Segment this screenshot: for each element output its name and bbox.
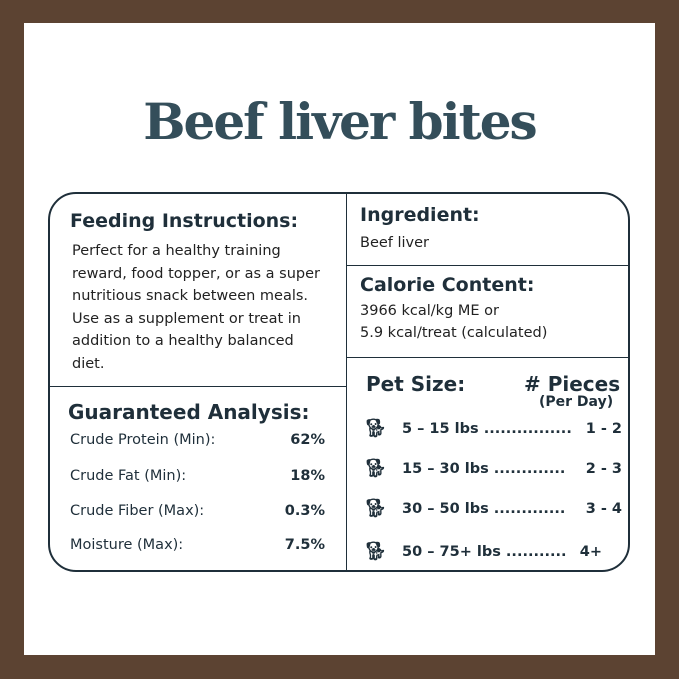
- analysis-label: Crude Fat (Min):: [70, 468, 187, 484]
- analysis-label: Moisture (Max):: [70, 537, 184, 553]
- divider: [50, 386, 346, 387]
- pet-size-row: 🐕︎ 5 – 15 lbs ................ 1 - 2: [364, 418, 622, 439]
- pieces-count: 4+: [579, 543, 602, 560]
- analysis-row: Crude Fiber (Max): 0.3%: [70, 503, 325, 519]
- analysis-value: 18%: [290, 468, 325, 484]
- pet-size-row: 🐕︎ 50 – 75+ lbs ........... 4+: [364, 541, 602, 562]
- analysis-label: Crude Fiber (Max):: [70, 503, 205, 519]
- ingredient-text: Beef liver: [360, 235, 430, 251]
- pet-size-range: 15 – 30 lbs .............: [402, 460, 566, 477]
- pieces-count: 1 - 2: [585, 420, 622, 437]
- pieces-subheading: (Per Day): [539, 394, 614, 410]
- analysis-row: Crude Protein (Min): 62%: [70, 432, 325, 448]
- calorie-line-2: 5.9 kcal/treat (calculated): [360, 325, 548, 341]
- info-panel: Feeding Instructions: Perfect for a heal…: [48, 192, 630, 572]
- analysis-value: 7.5%: [284, 537, 325, 553]
- feeding-text: Perfect for a healthy training reward, f…: [72, 243, 320, 372]
- analysis-row: Crude Fat (Min): 18%: [70, 468, 325, 484]
- pet-size-row: 🐕︎ 15 – 30 lbs ............. 2 - 3: [364, 458, 622, 479]
- sitting-dog-icon: 🐕︎: [364, 541, 387, 562]
- ingredient-heading: Ingredient:: [360, 204, 480, 226]
- analysis-label: Crude Protein (Min):: [70, 432, 216, 448]
- pet-size-range: 5 – 15 lbs ................: [402, 420, 572, 437]
- divider: [346, 265, 628, 266]
- label-card: [24, 23, 655, 655]
- pieces-heading: # Pieces: [524, 372, 621, 396]
- divider: [346, 194, 347, 570]
- calorie-heading: Calorie Content:: [360, 274, 535, 296]
- divider: [346, 357, 628, 358]
- analysis-heading: Guaranteed Analysis:: [68, 400, 310, 424]
- sitting-dog-icon: 🐕︎: [364, 498, 387, 519]
- sitting-dog-icon: 🐕︎: [364, 418, 387, 439]
- pet-size-range: 50 – 75+ lbs ...........: [402, 543, 567, 560]
- analysis-value: 62%: [290, 432, 325, 448]
- calorie-line-1: 3966 kcal/kg ME or: [360, 303, 500, 319]
- product-title: Beef liver bites: [143, 92, 537, 151]
- analysis-value: 0.3%: [284, 503, 325, 519]
- analysis-row: Moisture (Max): 7.5%: [70, 537, 325, 553]
- pet-size-heading: Pet Size:: [366, 372, 466, 396]
- sitting-dog-icon: 🐕︎: [364, 458, 387, 479]
- pieces-count: 3 - 4: [585, 500, 622, 517]
- feeding-heading: Feeding Instructions:: [70, 210, 299, 232]
- pieces-count: 2 - 3: [585, 460, 622, 477]
- pet-size-row: 🐕︎ 30 – 50 lbs ............. 3 - 4: [364, 498, 622, 519]
- pet-size-range: 30 – 50 lbs .............: [402, 500, 566, 517]
